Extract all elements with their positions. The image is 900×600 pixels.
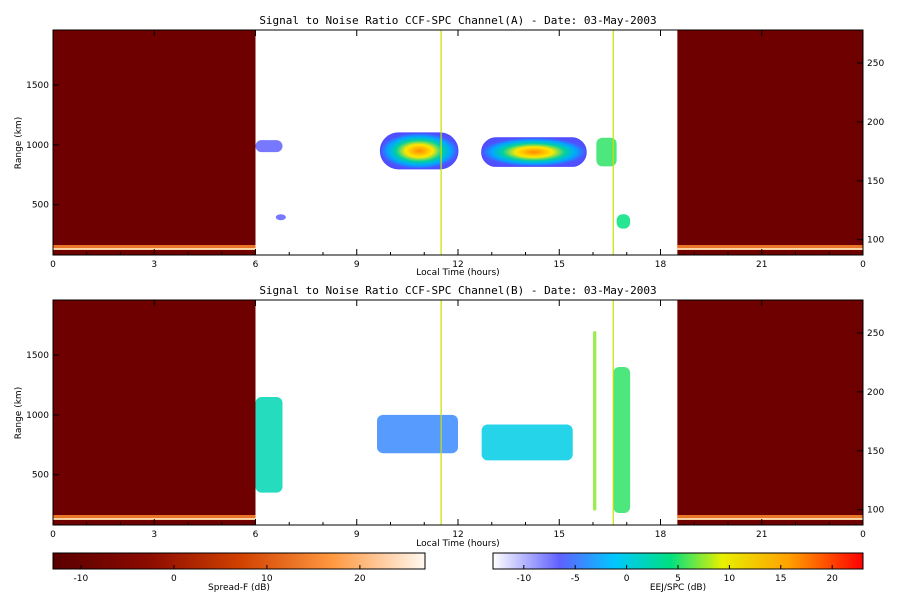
panel-a-x-tick-label: 9 (354, 260, 360, 270)
panel-a-x-tick-label: 0 (860, 260, 866, 270)
panel-b-xlabel: Local Time (hours) (416, 539, 499, 549)
panel-a-echo-blob (616, 214, 631, 229)
colorbar-eej-spc-tick-label: 0 (624, 574, 630, 584)
panel-b-echo-blob (613, 367, 631, 514)
panel-b-x-tick-label: 18 (655, 530, 667, 540)
panel-b-x-tick-label: 6 (253, 530, 259, 540)
panel-channel-b: Signal to Noise Ratio CCF-SPC Channel(B)… (14, 284, 884, 549)
panel-b-x-tick-label: 15 (554, 530, 565, 540)
panel-b-y-tick-label: 500 (32, 471, 49, 481)
panel-b-ylabel: Range (km) (14, 387, 24, 439)
panel-b-echo-blob (593, 331, 597, 511)
colorbar-eej-spc-tick-label: 15 (775, 574, 786, 584)
colorbar-eej-spc-tick-label: -5 (571, 574, 580, 584)
panel-a-x-tick-label: 6 (253, 260, 259, 270)
colorbar-spread-f-tick-label: 10 (261, 574, 273, 584)
panel-channel-a: Signal to Noise Ratio CCF-SPC Channel(A)… (14, 14, 884, 278)
panel-a-x-tick-label: 21 (756, 260, 767, 270)
panel-b-x-tick-label: 12 (452, 530, 463, 540)
panel-a-spread-f-trace (677, 245, 863, 249)
panel-b-y2-tick-label: 150 (867, 447, 884, 457)
panel-b-y2-tick-label: 100 (867, 506, 884, 516)
panel-a-spread-f-region (53, 30, 256, 255)
colorbar-eej-spc-tick-label: -10 (516, 574, 531, 584)
colorbar-eej-spc-tick-label: 10 (724, 574, 736, 584)
panel-b-title: Signal to Noise Ratio CCF-SPC Channel(B)… (259, 284, 656, 297)
panel-a-x-tick-label: 3 (151, 260, 157, 270)
colorbar-spread-f-tick-label: 20 (354, 574, 366, 584)
colorbar-eej-spc-label: EEJ/SPC (dB) (650, 583, 706, 593)
panel-a-x-tick-label: 15 (554, 260, 565, 270)
panel-a-title: Signal to Noise Ratio CCF-SPC Channel(A)… (259, 14, 656, 27)
panel-a-echo-blob (596, 137, 617, 167)
panel-b-y-tick-label: 1500 (26, 351, 49, 361)
panel-a-y2-tick-label: 150 (867, 177, 884, 187)
colorbar-eej-spc-tick-label: 20 (826, 574, 838, 584)
panel-b-spread-f-trace (53, 515, 256, 519)
panel-a-x-tick-label: 18 (655, 260, 667, 270)
panel-b-spread-f-trace (677, 515, 863, 519)
panel-a-y-tick-label: 500 (32, 201, 49, 211)
colorbar-eej-spc-tick-label: 5 (675, 574, 681, 584)
panel-b-spread-f-region (677, 300, 863, 525)
panel-a-echo-blob (255, 140, 283, 153)
panel-a-y-tick-label: 1000 (26, 141, 49, 151)
panel-a-y2-tick-label: 250 (867, 59, 884, 69)
colorbar-spread-f-tick-label: -10 (74, 574, 89, 584)
panel-a-spread-f-trace-core (677, 248, 863, 250)
panel-b-y-tick-label: 1000 (26, 411, 49, 421)
panel-a-x-tick-label: 12 (452, 260, 463, 270)
panel-a-ylabel: Range (km) (14, 117, 24, 169)
panel-a-echo-blob (481, 137, 587, 167)
panel-b-x-tick-label: 0 (50, 530, 56, 540)
panel-b-x-tick-label: 21 (756, 530, 767, 540)
panel-b-x-tick-label: 9 (354, 530, 360, 540)
panel-b-spread-f-region (53, 300, 256, 525)
panel-b-echo-blob (255, 396, 283, 493)
panel-a-y-tick-label: 1500 (26, 81, 49, 91)
panel-a-y2-tick-label: 100 (867, 236, 884, 246)
panel-b-y2-tick-label: 250 (867, 329, 884, 339)
panel-b-x-tick-label: 3 (151, 530, 157, 540)
colorbar-spread-f: -10 0 10 20 Spread-F (dB) (52, 552, 426, 593)
panel-a-xlabel: Local Time (hours) (416, 268, 499, 278)
panel-b-y2-tick-label: 200 (867, 388, 884, 398)
panel-a-spread-f-region (677, 30, 863, 255)
colorbar-eej-spc: -10 -5 0 5 10 15 20 EEJ/SPC (dB) (492, 552, 864, 593)
panel-a-echo-blob (275, 214, 286, 221)
panel-a-x-tick-label: 0 (50, 260, 56, 270)
panel-b-spread-f-trace-core (677, 518, 863, 520)
panel-b-echo-blob (481, 424, 573, 461)
panel-a-y2-tick-label: 200 (867, 118, 884, 128)
panel-b-echo-blob (377, 414, 458, 454)
colorbar-spread-f-gradient (52, 552, 426, 570)
colorbar-spread-f-label: Spread-F (dB) (208, 583, 270, 593)
panel-b-x-tick-label: 0 (860, 530, 866, 540)
colorbar-spread-f-tick-label: 0 (171, 574, 177, 584)
panel-a-echo-blob (379, 132, 459, 170)
panel-a-spread-f-trace (53, 245, 256, 249)
